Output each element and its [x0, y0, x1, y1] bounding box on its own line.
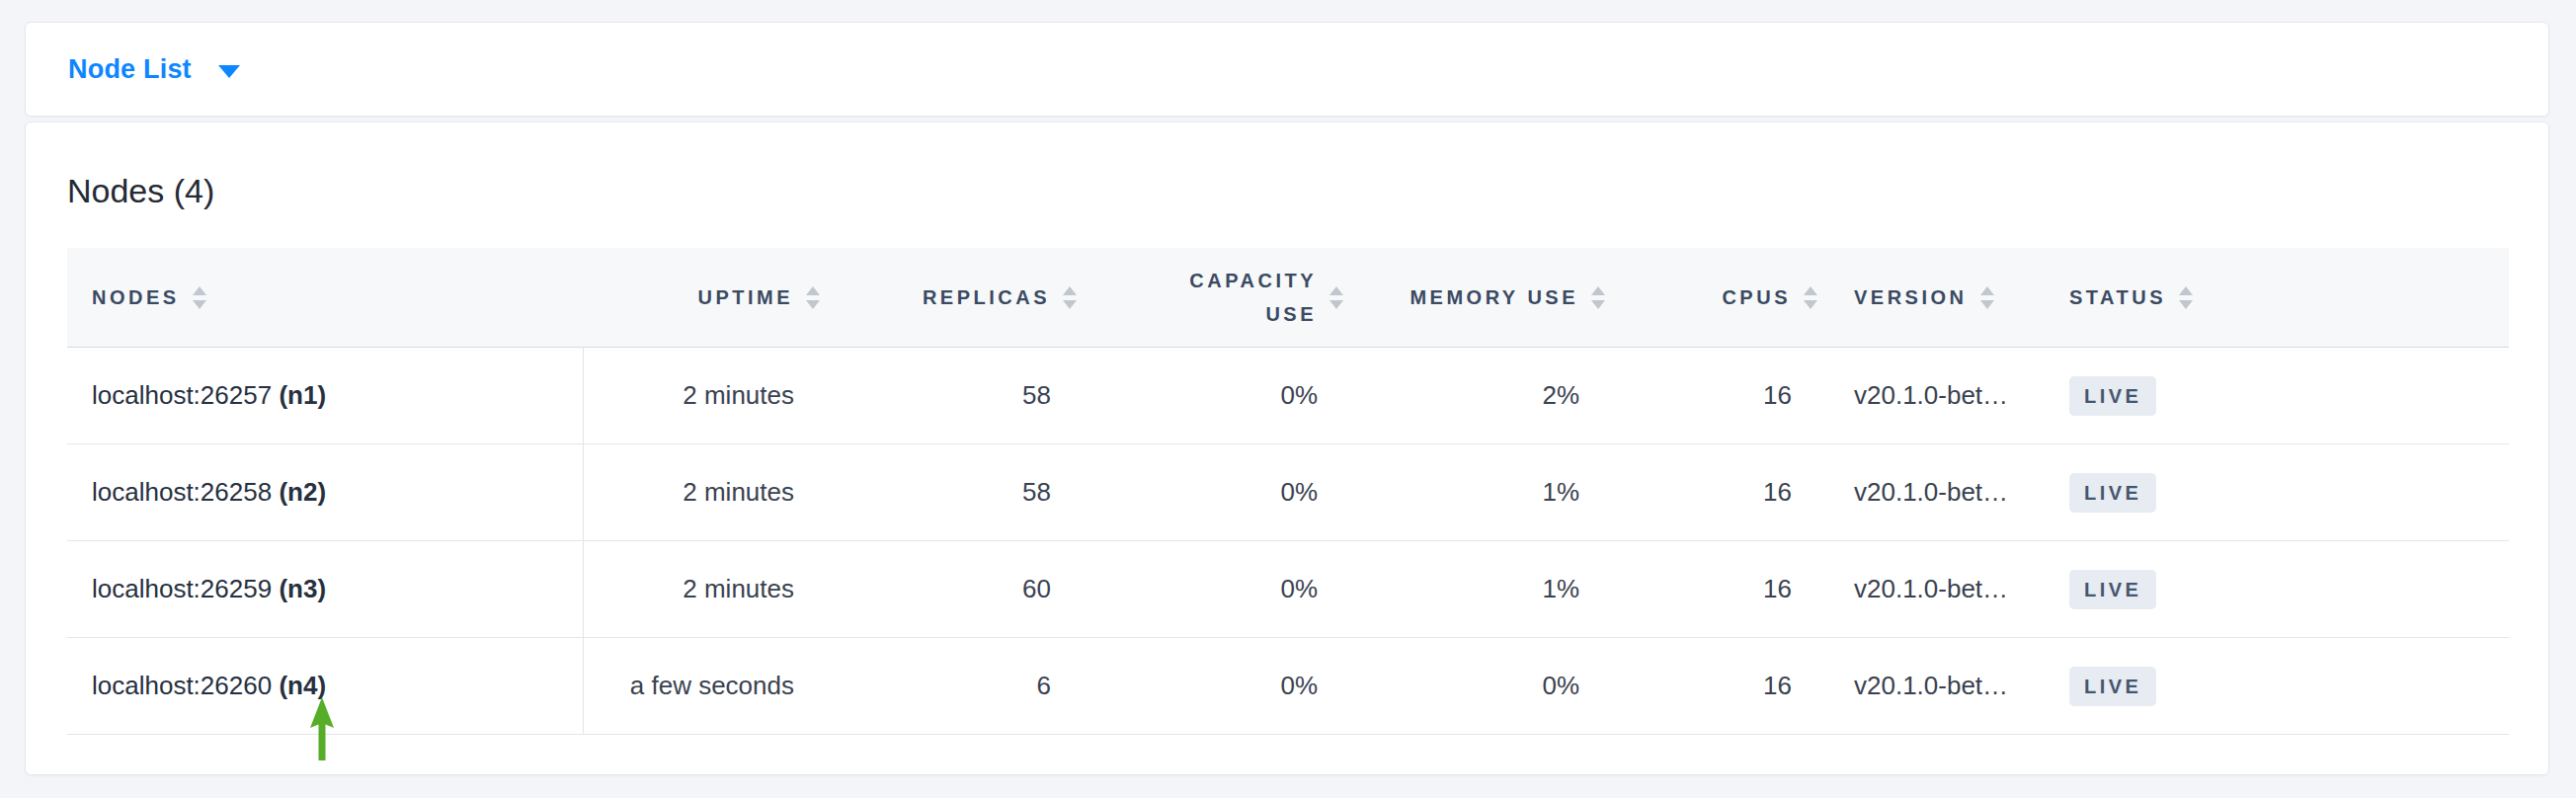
- table-row[interactable]: localhost:26257 (n1) 2 minutes 58 0% 2% …: [67, 348, 2509, 444]
- status-badge: LIVE: [2069, 376, 2156, 416]
- uptime-cell: a few seconds: [583, 638, 820, 735]
- table-row[interactable]: localhost:26260 (n4) a few seconds 6 0% …: [67, 638, 2509, 735]
- column-header-uptime[interactable]: UPTIME: [583, 248, 820, 348]
- node-list-dropdown-label: Node List: [68, 54, 192, 85]
- sort-icon: [806, 286, 820, 309]
- node-cell[interactable]: localhost:26260 (n4): [67, 638, 583, 735]
- memory-use-cell: 0%: [1343, 638, 1605, 735]
- column-label: NODES: [92, 286, 180, 309]
- node-address: localhost:26259: [92, 574, 272, 603]
- column-header-cpus[interactable]: CPUS: [1605, 248, 1817, 348]
- node-cell[interactable]: localhost:26258 (n2): [67, 444, 583, 541]
- column-header-capacity-use[interactable]: CAPACITY USE: [1077, 248, 1343, 348]
- capacity-use-cell: 0%: [1077, 541, 1343, 638]
- status-badge: LIVE: [2069, 473, 2156, 513]
- uptime-cell: 2 minutes: [583, 348, 820, 444]
- status-badge: LIVE: [2069, 667, 2156, 706]
- column-label: CAPACITY USE: [1161, 264, 1317, 331]
- uptime-cell: 2 minutes: [583, 541, 820, 638]
- column-label: REPLICAS: [923, 286, 1050, 309]
- replicas-cell: 60: [820, 541, 1077, 638]
- replicas-cell: 6: [820, 638, 1077, 735]
- table-row[interactable]: localhost:26259 (n3) 2 minutes 60 0% 1% …: [67, 541, 2509, 638]
- nodes-table: NODES UPTIME REPLICAS CAPACITY USE MEMOR…: [67, 248, 2509, 735]
- column-label: STATUS: [2069, 286, 2166, 309]
- page-title: Nodes (4): [67, 172, 2507, 209]
- sort-icon: [2179, 286, 2193, 309]
- column-label: VERSION: [1854, 286, 1968, 309]
- status-cell: LIVE: [2059, 638, 2509, 735]
- memory-use-cell: 2%: [1343, 348, 1605, 444]
- node-id: (n4): [279, 671, 326, 700]
- version-cell: v20.1.0-bet…: [1817, 348, 2059, 444]
- table-header-row: NODES UPTIME REPLICAS CAPACITY USE MEMOR…: [67, 248, 2509, 348]
- chevron-down-icon: [218, 65, 240, 78]
- nodes-card: Nodes (4) NODES UPTIME REPLICAS CAPACITY…: [25, 121, 2549, 775]
- cpus-cell: 16: [1605, 444, 1817, 541]
- column-label: UPTIME: [697, 286, 793, 309]
- status-cell: LIVE: [2059, 444, 2509, 541]
- sort-icon: [193, 286, 206, 309]
- node-address: localhost:26260: [92, 671, 272, 700]
- sort-icon: [1063, 286, 1077, 309]
- node-id: (n2): [279, 477, 326, 507]
- uptime-cell: 2 minutes: [583, 444, 820, 541]
- status-cell: LIVE: [2059, 541, 2509, 638]
- cpus-cell: 16: [1605, 348, 1817, 444]
- memory-use-cell: 1%: [1343, 541, 1605, 638]
- cpus-cell: 16: [1605, 541, 1817, 638]
- node-list-dropdown[interactable]: Node List: [68, 54, 240, 85]
- node-id: (n3): [279, 574, 326, 603]
- capacity-use-cell: 0%: [1077, 444, 1343, 541]
- version-cell: v20.1.0-bet…: [1817, 541, 2059, 638]
- capacity-use-cell: 0%: [1077, 348, 1343, 444]
- column-header-status[interactable]: STATUS: [2059, 248, 2509, 348]
- column-label: CPUS: [1722, 286, 1791, 309]
- column-header-replicas[interactable]: REPLICAS: [820, 248, 1077, 348]
- status-badge: LIVE: [2069, 570, 2156, 609]
- node-address: localhost:26258: [92, 477, 272, 507]
- replicas-cell: 58: [820, 348, 1077, 444]
- sort-icon: [1591, 286, 1605, 309]
- version-cell: v20.1.0-bet…: [1817, 444, 2059, 541]
- node-cell[interactable]: localhost:26259 (n3): [67, 541, 583, 638]
- column-header-memory-use[interactable]: MEMORY USE: [1343, 248, 1605, 348]
- node-id: (n1): [279, 380, 326, 410]
- view-selector-bar: Node List: [25, 22, 2549, 117]
- cpus-cell: 16: [1605, 638, 1817, 735]
- sort-icon: [1804, 286, 1817, 309]
- replicas-cell: 58: [820, 444, 1077, 541]
- column-header-nodes[interactable]: NODES: [67, 248, 583, 348]
- sort-icon: [1329, 286, 1343, 309]
- column-label: MEMORY USE: [1409, 286, 1578, 309]
- column-header-version[interactable]: VERSION: [1817, 248, 2059, 348]
- capacity-use-cell: 0%: [1077, 638, 1343, 735]
- sort-icon: [1980, 286, 1994, 309]
- node-address: localhost:26257: [92, 380, 272, 410]
- memory-use-cell: 1%: [1343, 444, 1605, 541]
- version-cell: v20.1.0-bet…: [1817, 638, 2059, 735]
- node-cell[interactable]: localhost:26257 (n1): [67, 348, 583, 444]
- status-cell: LIVE: [2059, 348, 2509, 444]
- table-row[interactable]: localhost:26258 (n2) 2 minutes 58 0% 1% …: [67, 444, 2509, 541]
